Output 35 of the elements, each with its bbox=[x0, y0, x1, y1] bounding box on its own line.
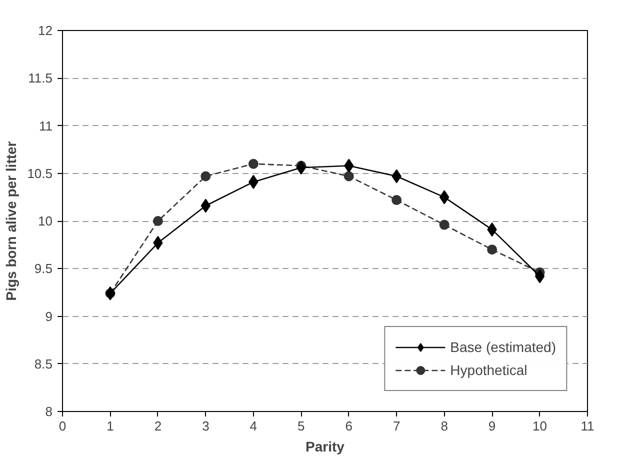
x-tick-label: 6 bbox=[345, 418, 352, 434]
y-tick-label: 8 bbox=[45, 404, 53, 419]
y-tick-label: 8.5 bbox=[34, 356, 53, 372]
point bbox=[200, 171, 211, 182]
y-tick-label: 12 bbox=[38, 23, 53, 38]
x-tick-label: 1 bbox=[106, 418, 114, 434]
x-tick-label: 3 bbox=[202, 418, 210, 434]
point bbox=[344, 171, 354, 182]
x-tick-label: 7 bbox=[392, 418, 400, 434]
y-tick-label: 10 bbox=[38, 214, 53, 228]
legend-label: Base (estimated) bbox=[450, 339, 556, 355]
y-tick-label: 10.5 bbox=[27, 166, 53, 181]
y-tick-label: 9 bbox=[45, 308, 53, 324]
y-tick-label: 11.5 bbox=[28, 70, 53, 86]
x-tick-label: 11 bbox=[580, 418, 594, 434]
x-tick-label: 2 bbox=[154, 418, 162, 434]
point bbox=[200, 198, 211, 213]
y-axis-title: Pigs born alive per litter bbox=[3, 140, 20, 301]
point bbox=[392, 195, 402, 206]
y-tick-label: 11 bbox=[39, 118, 53, 134]
point bbox=[152, 216, 163, 226]
point bbox=[487, 244, 498, 255]
x-tick-label: 0 bbox=[58, 418, 66, 434]
x-tick-label: 8 bbox=[440, 418, 448, 434]
point bbox=[248, 158, 258, 169]
legend-label: Hypothetical bbox=[450, 362, 528, 378]
y-tick-label: 9.5 bbox=[34, 261, 53, 276]
point bbox=[439, 190, 450, 204]
x-axis-title: Parity bbox=[306, 438, 345, 454]
x-tick-label: 4 bbox=[250, 418, 258, 434]
x-tick-label: 5 bbox=[298, 418, 305, 434]
x-tick-label: 10 bbox=[532, 418, 548, 434]
x-tick-label: 9 bbox=[488, 418, 496, 434]
point bbox=[439, 220, 450, 230]
point bbox=[534, 269, 545, 284]
